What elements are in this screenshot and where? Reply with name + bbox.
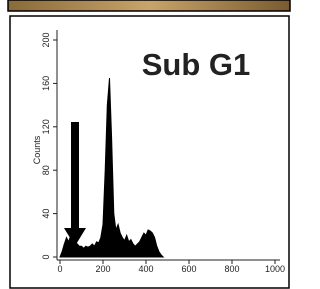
x-tick-label: 200 <box>95 264 110 274</box>
annotation: Sub G1 <box>142 47 251 82</box>
chart: Counts Sub G1 0 40 80 120 160 200 0 200 400 600 80… <box>0 0 294 289</box>
y-axis-label: Counts <box>32 135 42 164</box>
y-tick-label: 0 <box>41 254 51 259</box>
x-tick-label: 0 <box>57 264 62 274</box>
x-tick-label: 400 <box>138 264 153 274</box>
photo-strip <box>8 0 290 11</box>
page: {"chart_data": {"type": "area", "annotat… <box>0 0 294 289</box>
arrow-shaft <box>71 122 79 230</box>
x-tick-label: 800 <box>224 264 239 274</box>
y-tick-label: 40 <box>41 209 51 219</box>
y-tick-label: 80 <box>41 165 51 175</box>
y-tick-label: 120 <box>41 119 51 134</box>
x-tick-label: 600 <box>181 264 196 274</box>
x-tick-label: 1000 <box>265 264 285 274</box>
y-tick-label: 200 <box>41 32 51 47</box>
y-tick-label: 160 <box>41 76 51 91</box>
